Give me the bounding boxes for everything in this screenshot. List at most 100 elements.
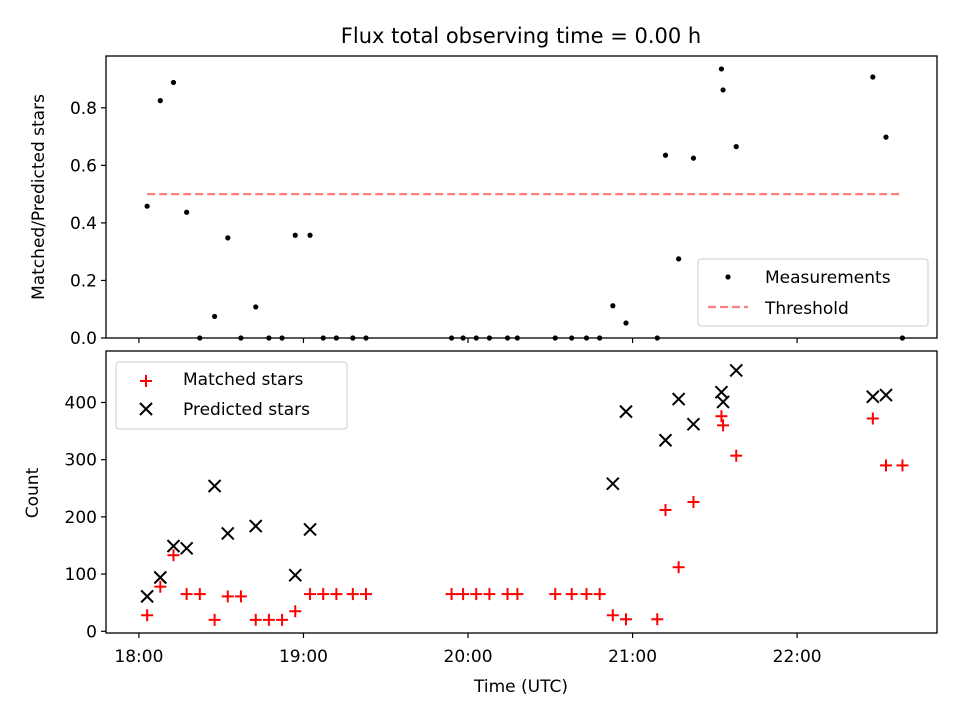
matched-point: [717, 419, 730, 432]
legend-matched-marker: [140, 375, 152, 387]
legend-predicted-label: Predicted stars: [183, 400, 310, 420]
matched-point: [565, 588, 578, 601]
predicted-point: [619, 404, 633, 419]
matched-point: [866, 412, 879, 425]
measurement-point: [597, 335, 603, 341]
measurement-point: [363, 335, 369, 341]
predicted-point: [140, 589, 154, 604]
predicted-point: [207, 479, 222, 493]
measurement-point: [350, 335, 356, 341]
measurement-point: [279, 335, 285, 341]
matched-point: [457, 588, 470, 601]
predicted-point: [288, 568, 302, 582]
matched-point: [549, 588, 562, 601]
top-panel: 0.00.20.40.60.8 Matched/Predicted stars …: [29, 55, 938, 349]
legend-measurements-label: Measurements: [765, 268, 891, 288]
measurement-point: [266, 335, 272, 341]
measurement-point: [144, 203, 150, 209]
predicted-point: [729, 363, 743, 378]
measurement-point: [718, 66, 725, 72]
predicted-point: [716, 395, 730, 409]
top-y-tick-label: 0.4: [70, 214, 97, 234]
predicted-point: [879, 388, 893, 402]
measurement-point: [899, 335, 906, 341]
matched-point: [346, 588, 359, 601]
measurement-point: [690, 155, 697, 161]
matched-point: [593, 588, 606, 601]
measurement-point: [552, 335, 558, 341]
bottom-y-tick-label: 0: [86, 622, 97, 642]
measurement-point: [320, 335, 326, 341]
matched-point: [359, 588, 372, 601]
predicted-point: [249, 519, 263, 533]
matched-point: [221, 590, 234, 603]
bottom-y-axis-label: Count: [23, 467, 43, 518]
legend-threshold-label: Threshold: [764, 299, 849, 319]
matched-point: [483, 588, 496, 601]
measurement-point: [212, 313, 218, 320]
measurement-point: [486, 335, 493, 341]
measurement-point: [170, 79, 177, 86]
top-legend: Measurements Threshold: [697, 258, 929, 327]
bottom-x-tick-label: 20:00: [444, 647, 493, 667]
measurement-point: [225, 235, 231, 241]
measurement-point: [253, 304, 259, 310]
matched-point: [879, 459, 892, 472]
top-x-ticks: [138, 338, 798, 343]
predicted-point: [303, 522, 317, 537]
measurement-point: [662, 152, 669, 158]
measurement-point: [238, 335, 244, 341]
matched-point: [154, 580, 167, 593]
measurement-point: [610, 303, 616, 309]
bottom-x-axis-label: Time (UTC): [473, 677, 568, 697]
predicted-point: [166, 539, 181, 553]
measurement-point: [307, 232, 313, 238]
bottom-legend-box: [115, 361, 348, 430]
matched-point: [193, 588, 206, 601]
matched-point: [304, 588, 317, 601]
legend-measurements-marker: [725, 274, 731, 280]
matched-point: [580, 588, 593, 601]
top-y-tick-label: 0.8: [70, 99, 97, 119]
bottom-y-axis: 0 100 200 300 400: [65, 393, 106, 642]
measurement-point: [883, 134, 889, 140]
matched-point: [896, 459, 909, 472]
bottom-x-tick-label: 22:00: [773, 647, 822, 667]
matched-point: [208, 613, 221, 626]
measurement-point: [569, 335, 575, 341]
matched-point: [180, 588, 193, 601]
predicted-point: [153, 570, 168, 585]
measurement-point: [720, 87, 726, 93]
matched-point: [672, 561, 685, 574]
bottom-legend: Matched stars Predicted stars: [115, 361, 348, 430]
chart-title: Flux total observing time = 0.00 h: [341, 24, 701, 48]
matched-point: [317, 588, 330, 601]
matched-point: [659, 504, 672, 517]
bottom-y-tick-label: 100: [65, 565, 97, 585]
measurement-point: [583, 335, 590, 341]
matched-point: [276, 613, 289, 626]
predicted-point: [606, 476, 620, 491]
measurements-series: [144, 66, 906, 341]
matched-point: [715, 410, 728, 423]
matched-point: [262, 613, 275, 626]
predicted-point: [686, 417, 701, 431]
measurement-point: [197, 335, 203, 341]
predicted-point: [179, 541, 194, 556]
matched-point: [445, 588, 458, 601]
top-plot-frame: [105, 55, 938, 339]
predicted-point: [866, 390, 880, 404]
measurement-point: [184, 209, 190, 215]
matched-point: [234, 590, 247, 603]
measurement-point: [333, 335, 339, 341]
measurement-point: [292, 232, 298, 238]
matched-point: [330, 588, 343, 601]
predicted-point: [658, 433, 673, 447]
matched-point: [619, 613, 632, 626]
predicted-point: [671, 392, 686, 406]
measurement-point: [623, 320, 629, 326]
top-y-tick-label: 0.6: [70, 156, 97, 176]
matched-point: [470, 588, 483, 601]
predicted-point: [221, 526, 235, 541]
